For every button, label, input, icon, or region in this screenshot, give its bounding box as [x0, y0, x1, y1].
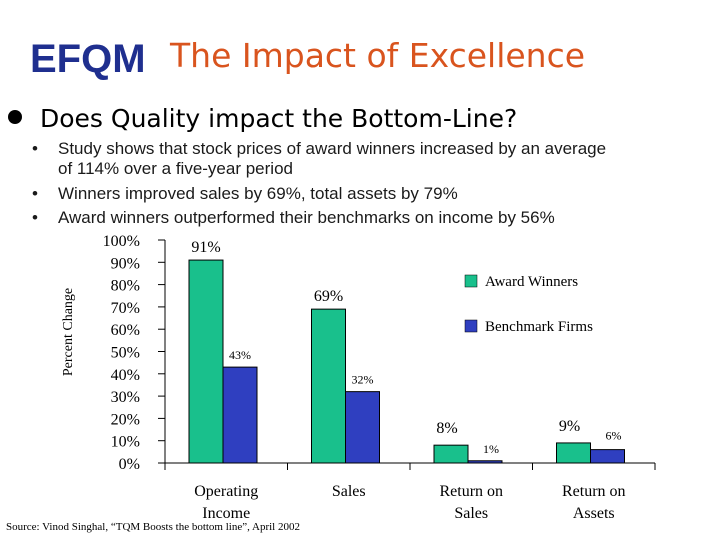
- sub-bullet-2: • Winners improved sales by 69%, total as…: [32, 184, 458, 203]
- x-tick-label: Income: [202, 505, 250, 522]
- legend-swatch: [464, 319, 478, 333]
- y-tick-label: 10%: [111, 434, 140, 451]
- y-tick-label: 20%: [111, 411, 140, 428]
- bar-benchmark-firms: [590, 449, 625, 464]
- bar-award-winners: [311, 308, 346, 464]
- data-label: 1%: [483, 442, 499, 456]
- x-tick-label: Return on: [439, 483, 503, 500]
- y-tick-label: 50%: [111, 345, 140, 362]
- bar-benchmark-firms: [222, 366, 258, 464]
- y-tick-label: 70%: [111, 300, 140, 317]
- logo-text: EFQM: [30, 37, 146, 80]
- sub-bullet-1: • Study shows that stock prices of award …: [32, 139, 607, 158]
- y-tick-label: 30%: [111, 389, 140, 406]
- x-tick-label: Sales: [332, 483, 366, 500]
- y-tick-label: 100%: [103, 233, 140, 250]
- data-label: 32%: [352, 373, 374, 387]
- bar-benchmark-firms: [345, 391, 380, 464]
- data-label: 6%: [606, 429, 622, 443]
- sub-bullet-1-cont: of 114% over a five-year period: [58, 159, 293, 178]
- data-label: 43%: [229, 348, 251, 362]
- legend-swatch: [464, 274, 478, 288]
- main-bullet: Does Quality impact the Bottom-Line?: [8, 104, 517, 133]
- x-tick-label: Return on: [562, 483, 626, 500]
- y-tick-label: 0%: [119, 456, 140, 473]
- y-axis-label: Percent Change: [61, 288, 76, 376]
- x-tick-label: Assets: [573, 505, 615, 522]
- y-tick-label: 40%: [111, 367, 140, 384]
- bar-award-winners: [433, 444, 469, 464]
- x-tick-label: Operating: [194, 483, 258, 500]
- data-label: 91%: [191, 239, 220, 256]
- bar-benchmark-firms: [467, 460, 503, 464]
- bar-award-winners: [556, 442, 591, 464]
- data-label: 69%: [314, 288, 343, 305]
- source-note: Source: Vinod Singhal, “TQM Boosts the b…: [6, 521, 300, 533]
- bar-award-winners: [188, 259, 224, 464]
- data-label: 9%: [559, 418, 580, 435]
- page-title: The Impact of Excellence: [170, 36, 586, 75]
- legend-label: Benchmark Firms: [485, 319, 593, 335]
- legend-label: Award Winners: [485, 274, 578, 290]
- main-bullet-text: Does Quality impact the Bottom-Line?: [40, 104, 518, 133]
- sub-bullet-3: • Award winners outperformed their benchm…: [32, 208, 555, 227]
- data-label: 8%: [436, 420, 457, 437]
- y-tick-label: 60%: [111, 322, 140, 339]
- y-tick-label: 90%: [111, 255, 140, 272]
- bullet-dot-icon: [8, 110, 22, 124]
- x-tick-label: Sales: [454, 505, 488, 522]
- efqm-logo: EFQM: [30, 37, 146, 80]
- y-tick-label: 80%: [111, 278, 140, 295]
